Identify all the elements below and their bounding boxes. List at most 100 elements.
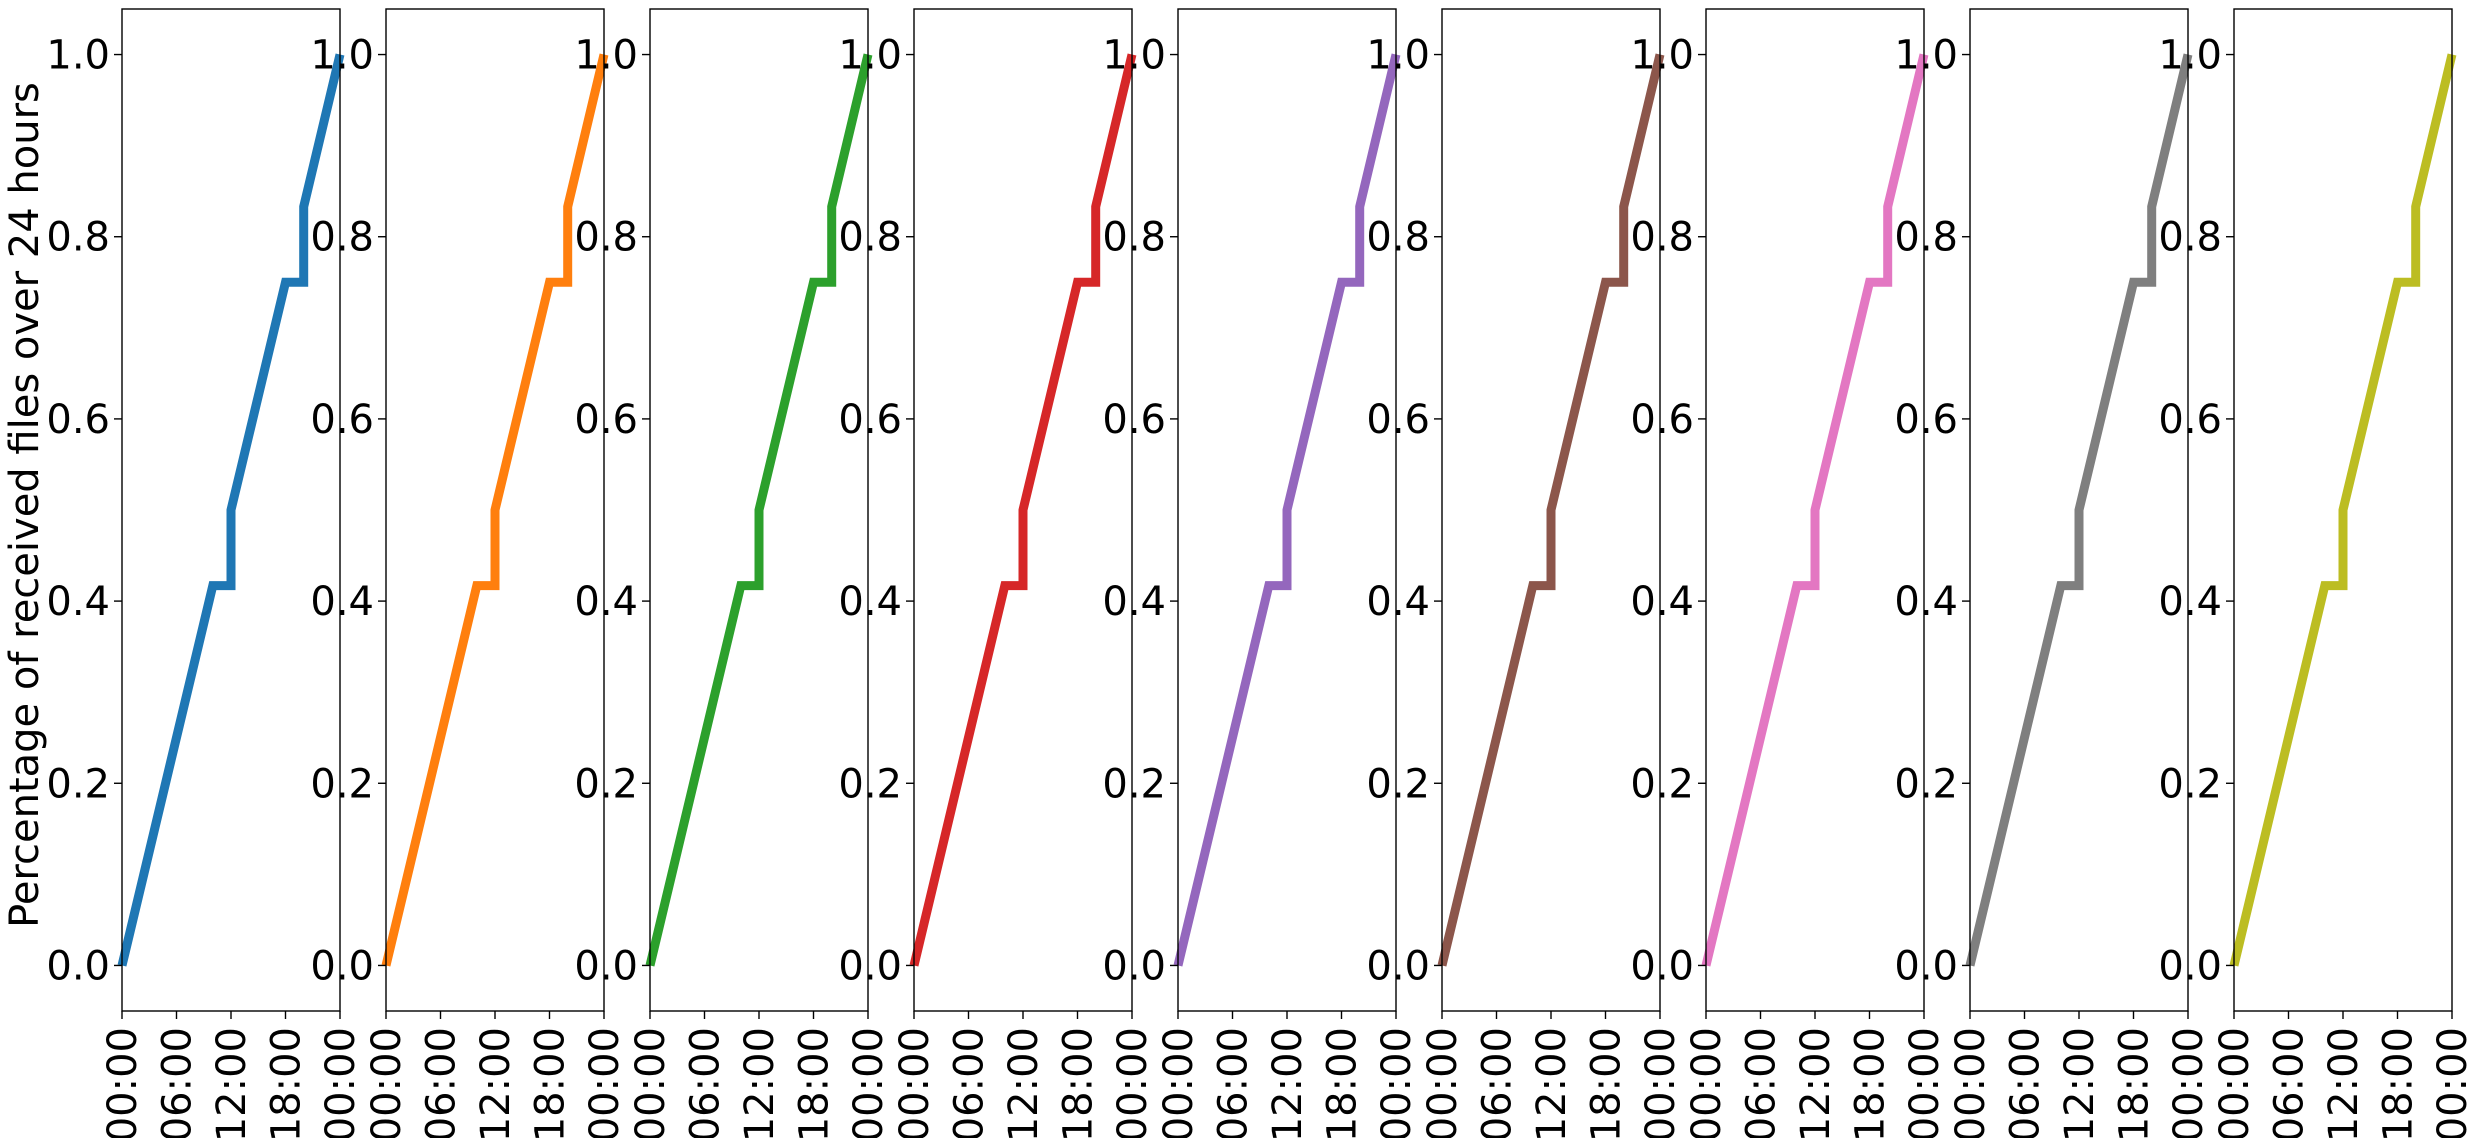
x-tick-label: 18:00: [1848, 1027, 1894, 1138]
x-tick-label: 00:00: [1684, 1027, 1730, 1138]
x-tick-label: 12:00: [737, 1027, 783, 1138]
x-tick-label: 06:00: [2003, 1027, 2049, 1138]
y-tick-label: 0.2: [2158, 761, 2222, 807]
y-tick-label: 0.0: [838, 943, 902, 989]
y-tick-label: 0.0: [574, 943, 638, 989]
x-tick-label: 12:00: [473, 1027, 519, 1138]
x-tick-label: 12:00: [1793, 1027, 1839, 1138]
y-tick-label: 0.0: [1894, 943, 1958, 989]
y-tick-label: 0.2: [1366, 761, 1430, 807]
x-tick-label: 12:00: [1265, 1027, 1311, 1138]
y-tick-label: 1.0: [838, 33, 902, 79]
x-tick-label: 18:00: [1584, 1027, 1630, 1138]
x-tick-label: 00:00: [628, 1027, 674, 1138]
y-tick-label: 0.2: [1630, 761, 1694, 807]
x-tick-label: 18:00: [1056, 1027, 1102, 1138]
y-tick-label: 0.8: [2158, 215, 2222, 261]
series-line: [1173, 53, 1401, 967]
y-tick-label: 0.4: [574, 579, 638, 625]
x-tick-label: 00:00: [2430, 1027, 2473, 1138]
x-tick-label: 12:00: [1529, 1027, 1575, 1138]
x-tick-label: 18:00: [2376, 1027, 2422, 1138]
subplot-6: 0.00.20.40.60.81.000:00 06:00 12:00 18:00 00…: [1366, 8, 1684, 1138]
y-tick-label: 0.8: [310, 215, 374, 261]
x-tick-label: 00:00: [2212, 1027, 2258, 1138]
x-tick-label: 00:00: [1156, 1027, 1202, 1138]
y-tick-label: 0.4: [1366, 579, 1430, 625]
x-tick-label: 12:00: [1001, 1027, 1047, 1138]
y-tick-label: 0.2: [838, 761, 902, 807]
x-tick-label: 00:00: [582, 1027, 628, 1138]
x-tick-label: 12:00: [2321, 1027, 2367, 1138]
y-tick-label: 1.0: [1894, 33, 1958, 79]
y-tick-label: 0.6: [1366, 397, 1430, 443]
x-tick-label: 00:00: [892, 1027, 938, 1138]
y-tick-label: 0.0: [1366, 943, 1430, 989]
series-line: [645, 53, 873, 967]
panels: 0.00.20.40.60.81.000:00 06:00 12:00 18:00 00…: [46, 8, 2473, 1138]
y-tick-label: 0.8: [1630, 215, 1694, 261]
x-tick-label: 00:00: [2166, 1027, 2212, 1138]
x-tick-label: 00:00: [1374, 1027, 1420, 1138]
subplot-4: 0.00.20.40.60.81.000:00 06:00 12:00 18:00 00…: [838, 8, 1156, 1138]
x-tick-label: 00:00: [846, 1027, 892, 1138]
x-tick-label: 18:00: [2112, 1027, 2158, 1138]
series-line: [381, 53, 609, 967]
y-tick-label: 1.0: [574, 33, 638, 79]
y-tick-label: 0.0: [1102, 943, 1166, 989]
y-tick-label: 1.0: [310, 33, 374, 79]
series-line: [909, 53, 1137, 967]
y-tick-label: 0.0: [1630, 943, 1694, 989]
series-line: [117, 53, 345, 967]
y-tick-label: 0.6: [2158, 397, 2222, 443]
series-line: [1701, 53, 1929, 967]
y-tick-label: 0.6: [310, 397, 374, 443]
x-tick-label: 00:00: [1638, 1027, 1684, 1138]
series-line: [1965, 53, 2193, 967]
x-tick-label: 06:00: [683, 1027, 729, 1138]
x-tick-label: 18:00: [792, 1027, 838, 1138]
x-tick-label: 00:00: [1902, 1027, 1948, 1138]
y-tick-label: 1.0: [46, 33, 110, 79]
x-tick-label: 06:00: [419, 1027, 465, 1138]
x-tick-label: 00:00: [318, 1027, 364, 1138]
y-tick-label: 0.2: [310, 761, 374, 807]
y-axis-label: Percentage of received files over 24 hou…: [2, 82, 48, 928]
y-tick-label: 0.8: [1366, 215, 1430, 261]
series-line: [2229, 53, 2457, 967]
subplot-8: 0.00.20.40.60.81.000:00 06:00 12:00 18:00 00…: [1894, 8, 2212, 1138]
subplot-9: 0.00.20.40.60.81.000:00 06:00 12:00 18:00 00…: [2158, 8, 2473, 1138]
y-tick-label: 0.6: [1630, 397, 1694, 443]
y-tick-label: 1.0: [1102, 33, 1166, 79]
x-tick-label: 12:00: [2057, 1027, 2103, 1138]
x-tick-label: 18:00: [264, 1027, 310, 1138]
y-tick-label: 0.4: [1102, 579, 1166, 625]
subplot-5: 0.00.20.40.60.81.000:00 06:00 12:00 18:00 00…: [1102, 8, 1420, 1138]
y-tick-label: 0.2: [1102, 761, 1166, 807]
y-tick-label: 0.4: [310, 579, 374, 625]
y-tick-label: 0.6: [1894, 397, 1958, 443]
y-tick-label: 0.2: [1894, 761, 1958, 807]
x-tick-label: 00:00: [1110, 1027, 1156, 1138]
y-tick-label: 0.4: [46, 579, 110, 625]
x-tick-label: 06:00: [1739, 1027, 1785, 1138]
y-tick-label: 0.4: [1630, 579, 1694, 625]
subplot-2: 0.00.20.40.60.81.000:00 06:00 12:00 18:00 00…: [310, 8, 628, 1138]
x-tick-label: 00:00: [1948, 1027, 1994, 1138]
y-tick-label: 0.2: [46, 761, 110, 807]
y-tick-label: 1.0: [1630, 33, 1694, 79]
y-tick-label: 0.0: [310, 943, 374, 989]
x-tick-label: 06:00: [1211, 1027, 1257, 1138]
x-tick-label: 00:00: [100, 1027, 146, 1138]
x-tick-label: 00:00: [364, 1027, 410, 1138]
subplot-7: 0.00.20.40.60.81.000:00 06:00 12:00 18:00 00…: [1630, 8, 1948, 1138]
y-tick-label: 0.8: [1102, 215, 1166, 261]
subplot-1: 0.00.20.40.60.81.000:00 06:00 12:00 18:00 00…: [46, 8, 364, 1138]
y-tick-label: 0.6: [1102, 397, 1166, 443]
y-tick-label: 0.4: [2158, 579, 2222, 625]
y-tick-label: 0.8: [838, 215, 902, 261]
y-tick-label: 0.8: [574, 215, 638, 261]
y-tick-label: 0.0: [2158, 943, 2222, 989]
